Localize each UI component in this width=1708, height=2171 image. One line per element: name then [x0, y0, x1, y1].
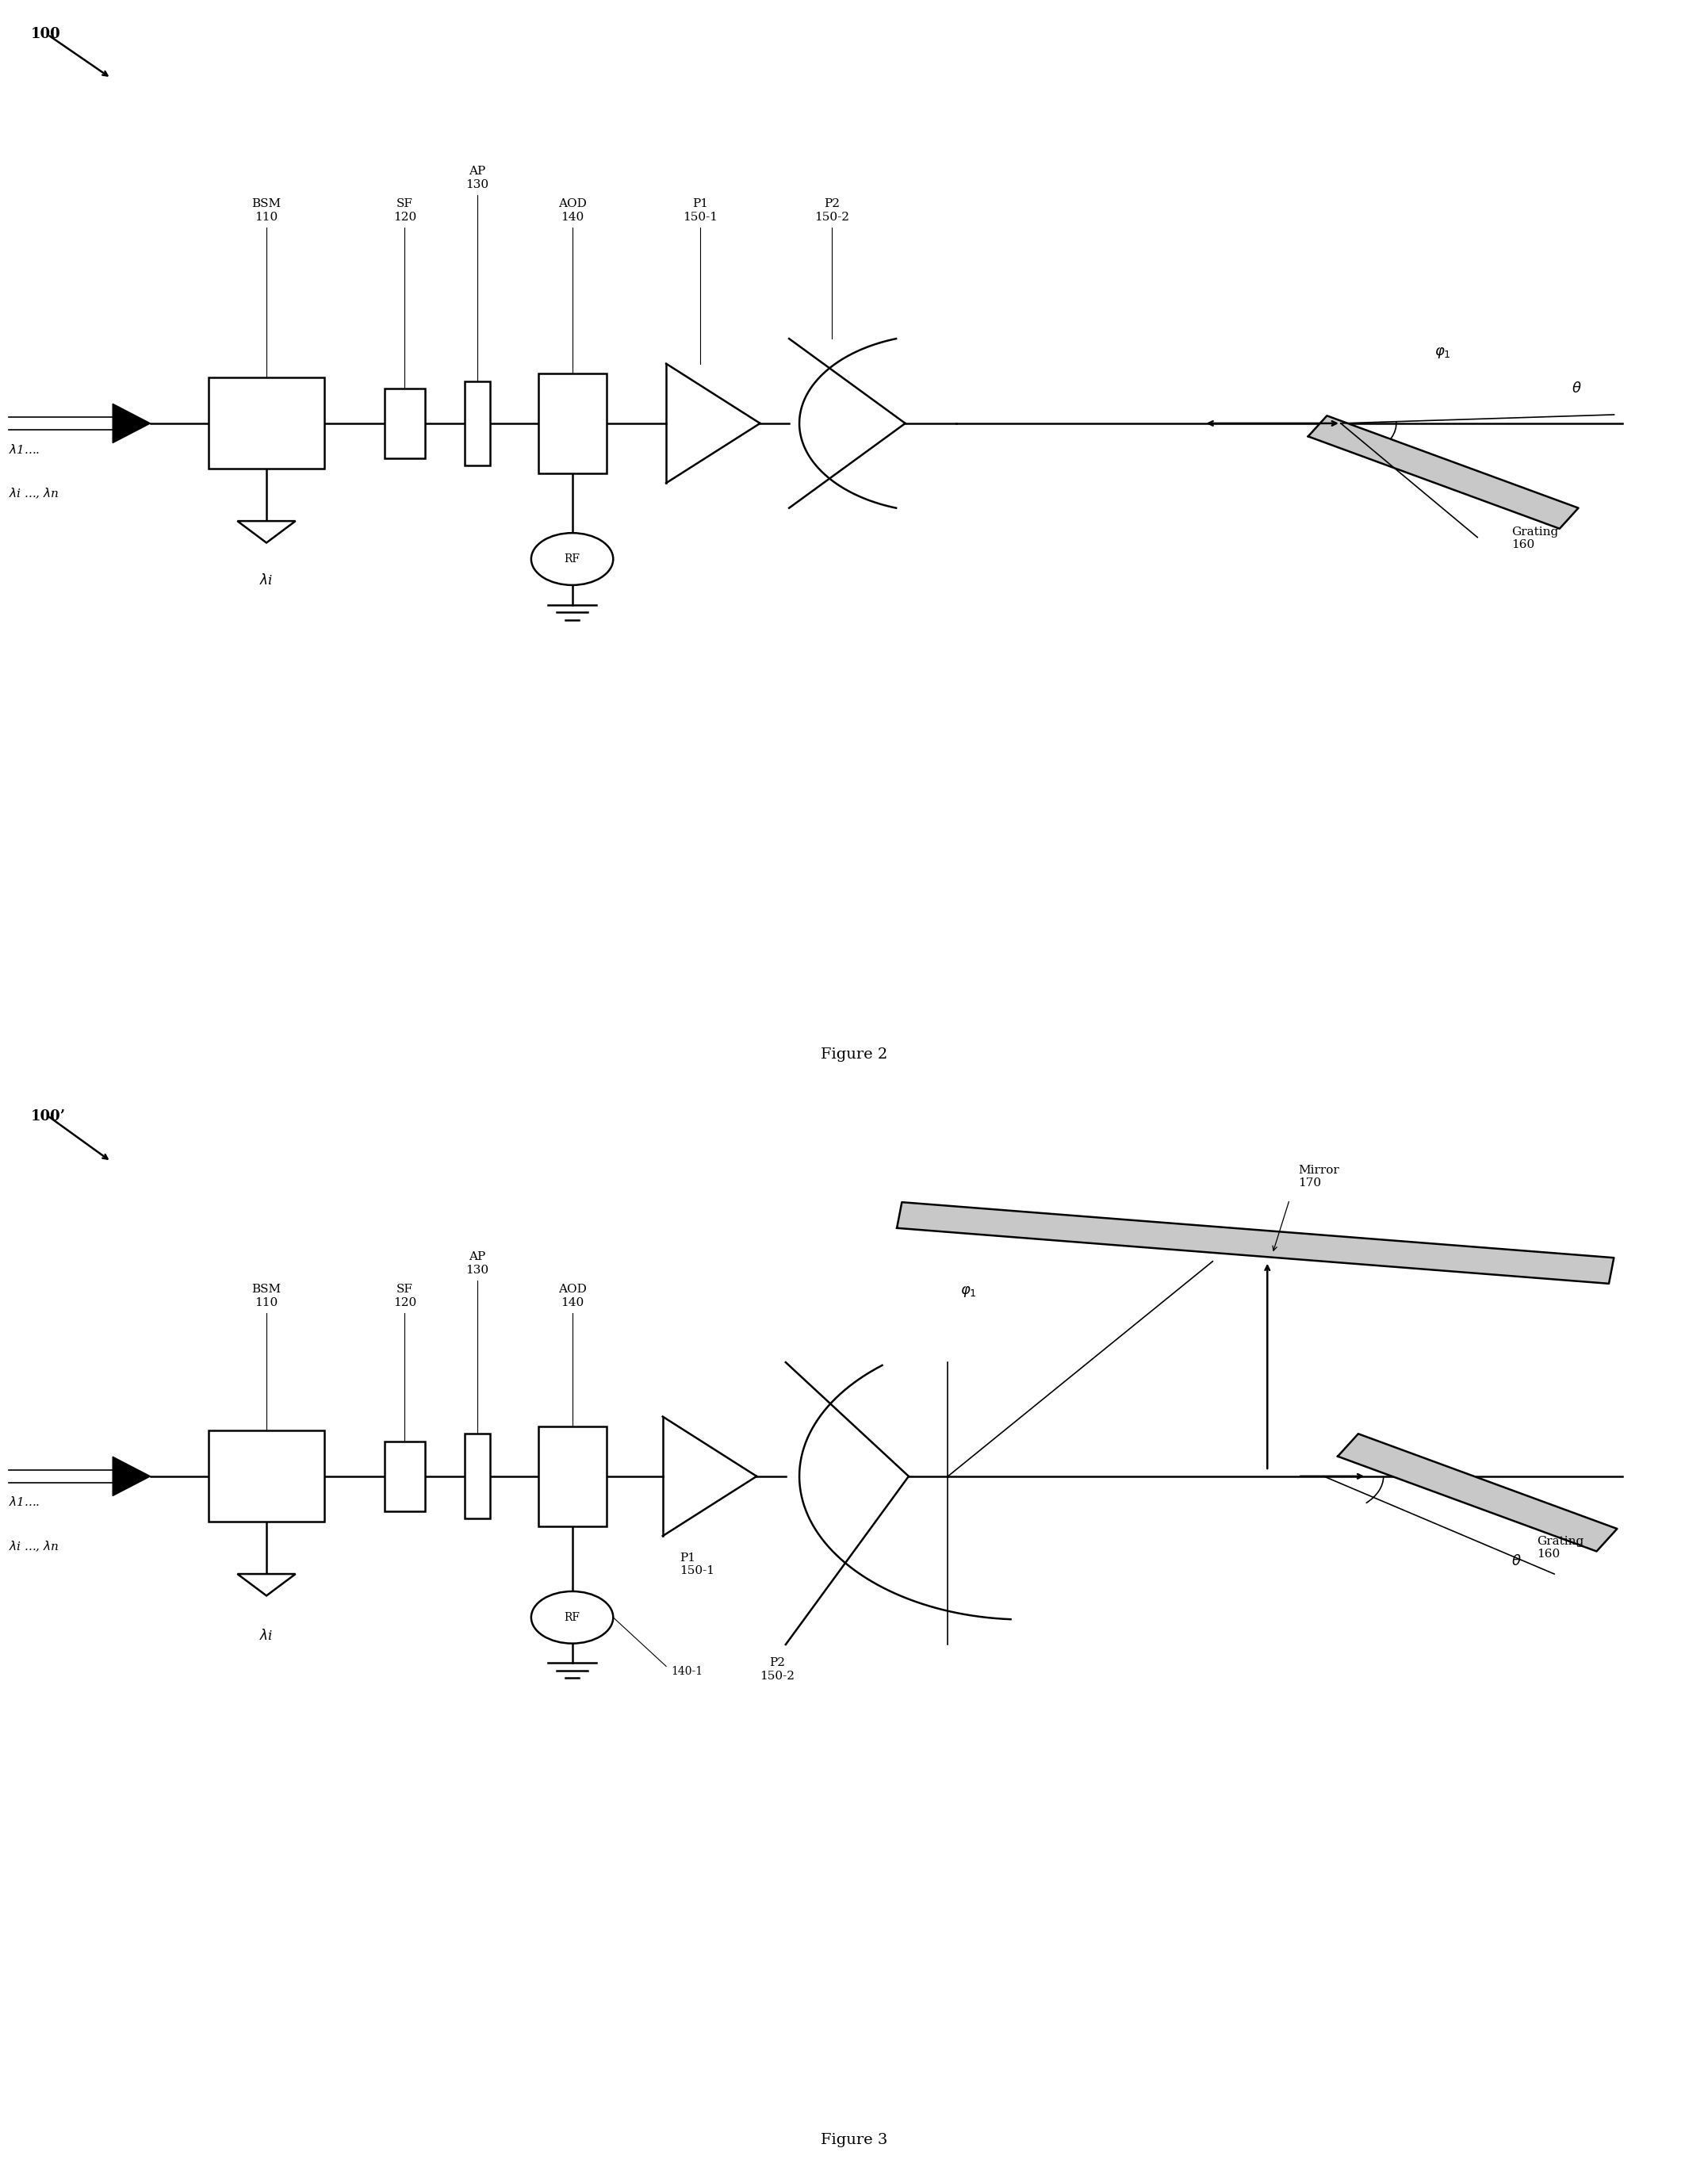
- Text: Figure 3: Figure 3: [820, 2132, 888, 2147]
- Text: SF
120: SF 120: [393, 198, 417, 221]
- Text: $\varphi_1$: $\varphi_1$: [960, 1285, 977, 1298]
- Text: P1
150-1: P1 150-1: [680, 1552, 714, 1576]
- Text: P1
150-1: P1 150-1: [683, 198, 717, 221]
- Text: P2
150-2: P2 150-2: [760, 1659, 794, 1683]
- Text: Grating
160: Grating 160: [1537, 1537, 1585, 1561]
- Text: $\lambda$i ..., $\lambda$n: $\lambda$i ..., $\lambda$n: [9, 486, 58, 499]
- Text: $\theta$: $\theta$: [1512, 1554, 1522, 1567]
- Text: $\lambda$1....: $\lambda$1....: [9, 1496, 39, 1509]
- Polygon shape: [113, 1457, 150, 1496]
- Polygon shape: [897, 1203, 1614, 1283]
- Bar: [465, 380, 490, 465]
- Text: Figure 2: Figure 2: [820, 1046, 888, 1062]
- Text: $\theta$: $\theta$: [1571, 382, 1582, 395]
- Text: RF: RF: [564, 1611, 581, 1624]
- Text: $\varphi_1$: $\varphi_1$: [1435, 345, 1452, 360]
- Text: Mirror
170: Mirror 170: [1298, 1164, 1339, 1188]
- Polygon shape: [237, 1574, 295, 1596]
- Text: AOD
140: AOD 140: [559, 1283, 586, 1307]
- Text: AOD
140: AOD 140: [559, 198, 586, 221]
- Text: AP
130: AP 130: [466, 1250, 488, 1277]
- Text: $\lambda$1....: $\lambda$1....: [9, 443, 39, 456]
- Text: P2
150-2: P2 150-2: [815, 198, 849, 221]
- Text: 140-1: 140-1: [671, 1665, 704, 1678]
- Circle shape: [531, 1591, 613, 1643]
- Text: Grating
160: Grating 160: [1512, 528, 1559, 551]
- Bar: [384, 1442, 425, 1511]
- Text: BSM
110: BSM 110: [251, 198, 282, 221]
- Circle shape: [531, 532, 613, 584]
- Text: 100’: 100’: [31, 1109, 65, 1125]
- Bar: [208, 378, 325, 469]
- Text: BSM
110: BSM 110: [251, 1283, 282, 1307]
- Bar: [208, 1431, 325, 1522]
- Text: $\lambda$i: $\lambda$i: [260, 1628, 273, 1643]
- Text: $\lambda$i ..., $\lambda$n: $\lambda$i ..., $\lambda$n: [9, 1539, 58, 1552]
- Text: SF
120: SF 120: [393, 1283, 417, 1307]
- Bar: [538, 1426, 606, 1526]
- Text: 100: 100: [31, 26, 61, 41]
- Bar: [384, 389, 425, 458]
- Bar: [465, 1433, 490, 1520]
- Text: RF: RF: [564, 554, 581, 564]
- Text: AP
130: AP 130: [466, 165, 488, 189]
- Bar: [538, 373, 606, 473]
- Polygon shape: [1337, 1433, 1617, 1552]
- Polygon shape: [237, 521, 295, 543]
- Polygon shape: [113, 404, 150, 443]
- Polygon shape: [1308, 415, 1578, 530]
- Text: $\lambda$i: $\lambda$i: [260, 573, 273, 588]
